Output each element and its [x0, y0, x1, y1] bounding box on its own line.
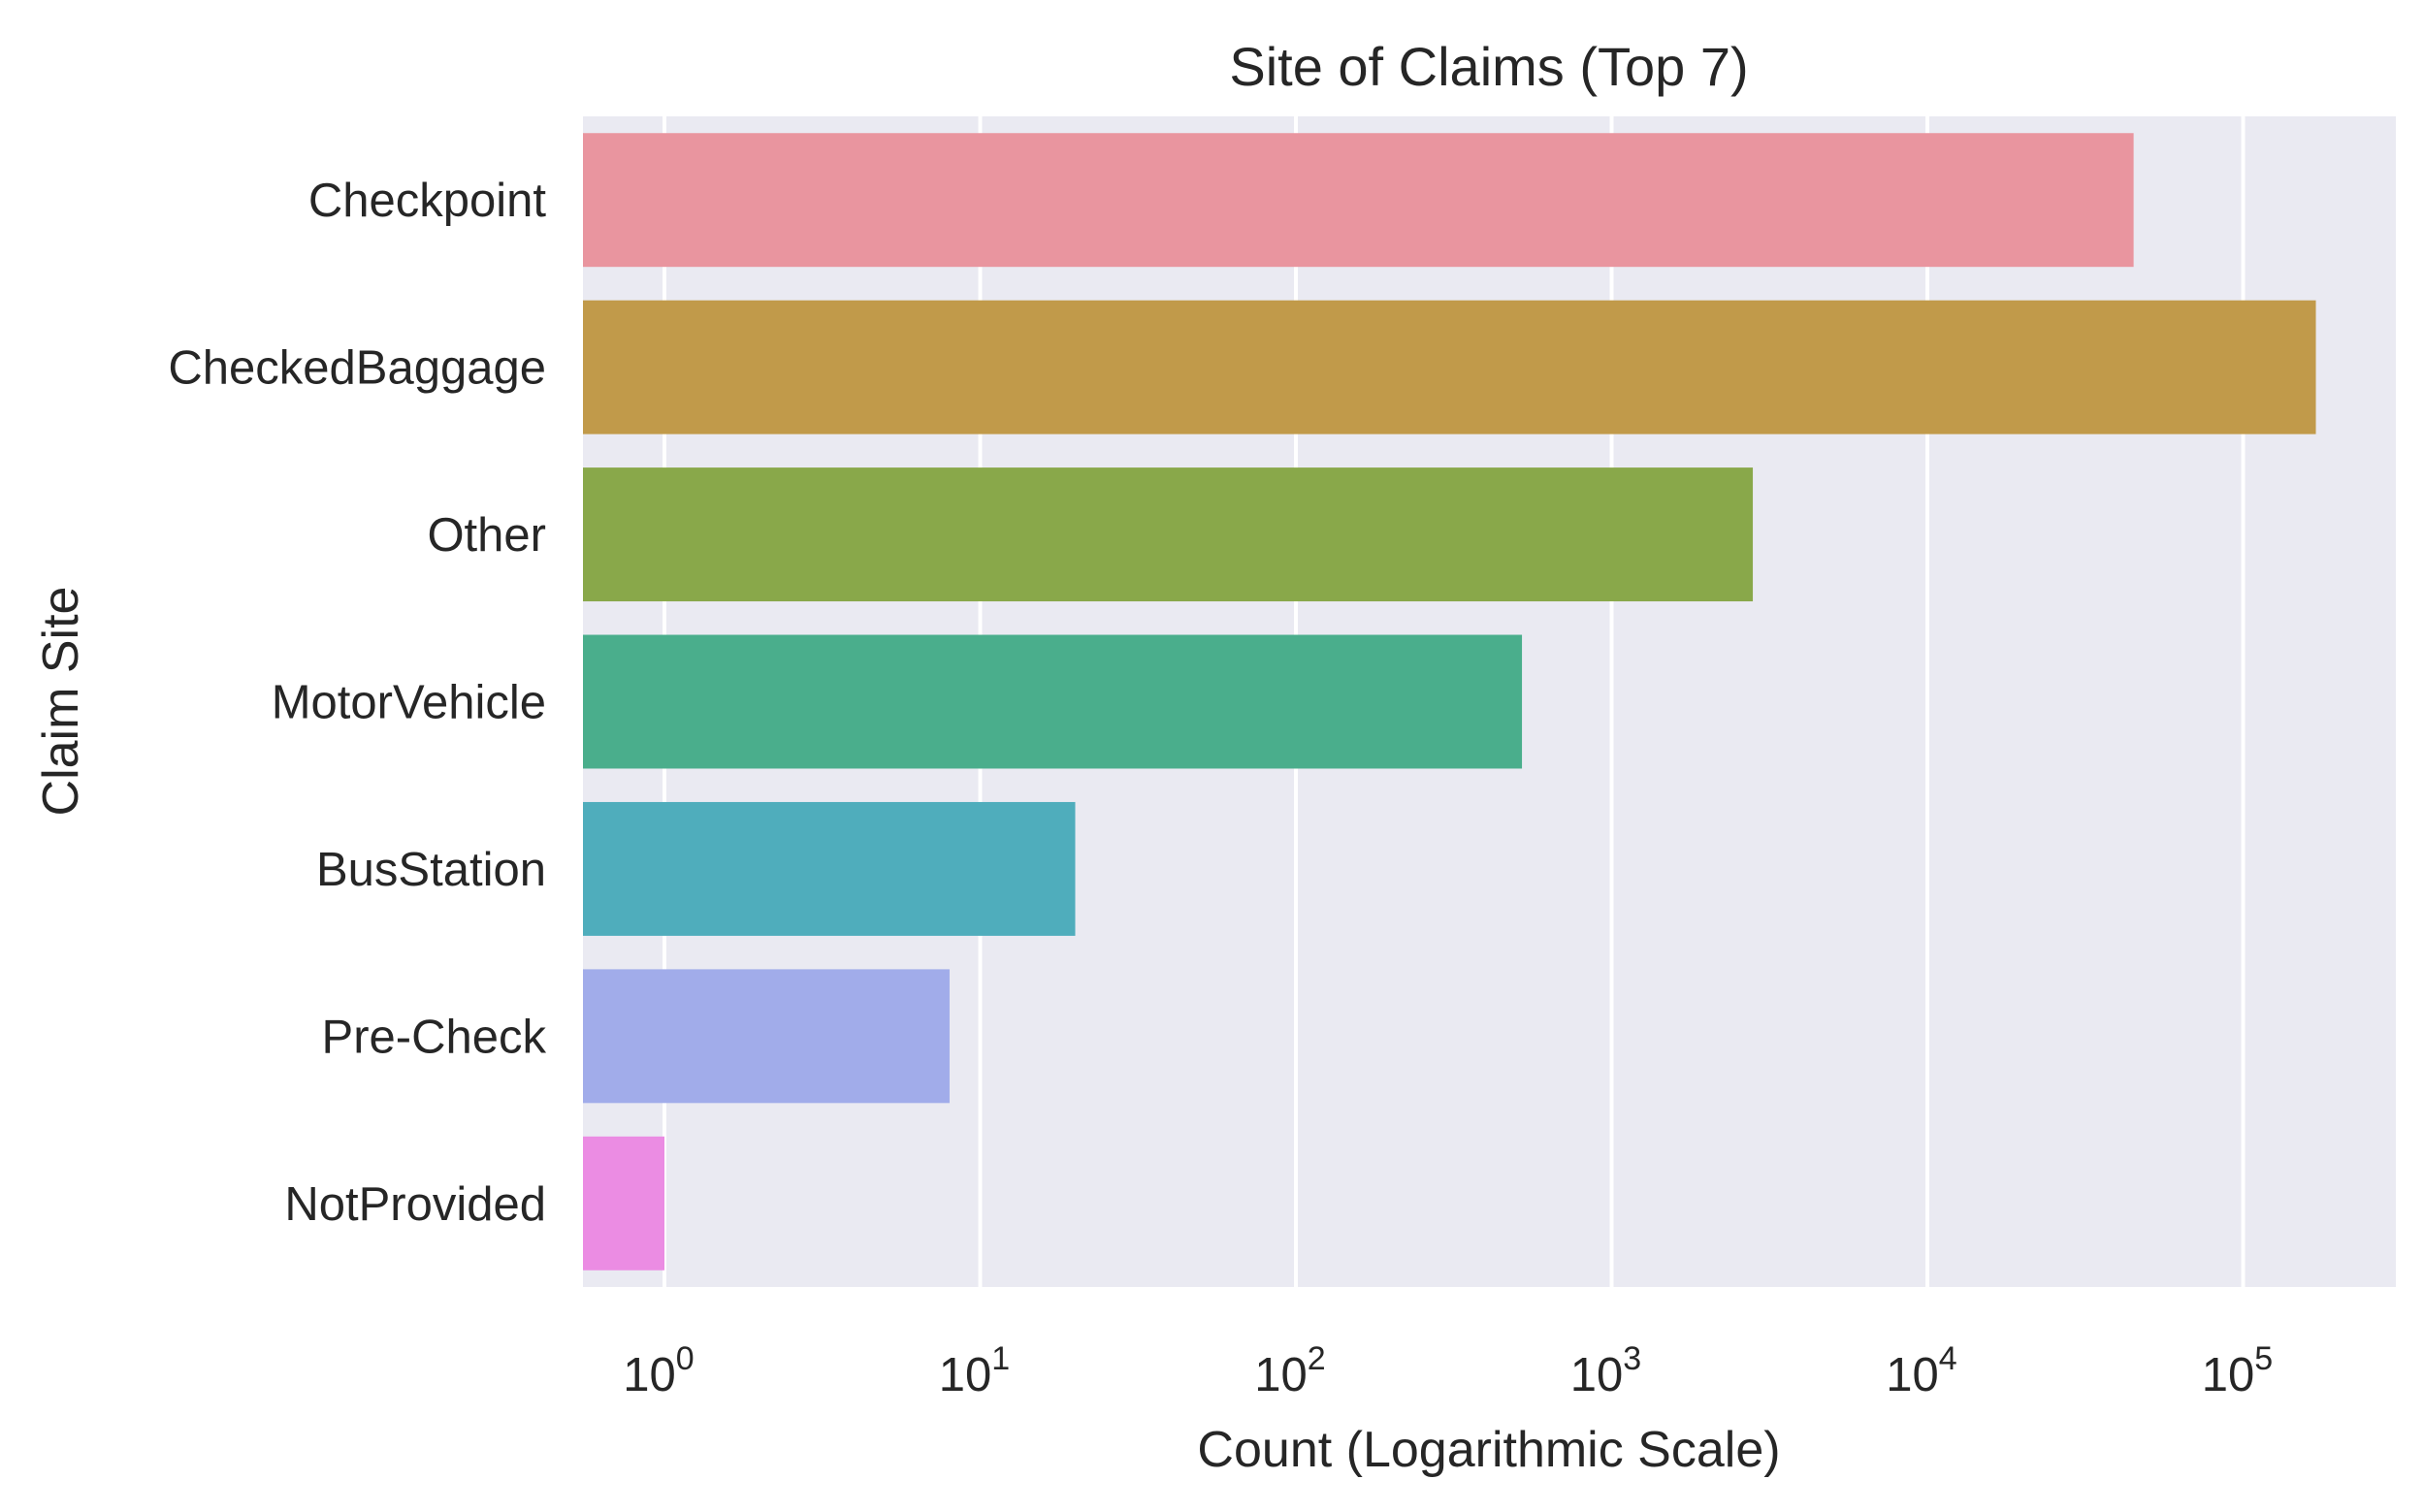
bar-other: [583, 467, 1754, 602]
x-tick-exponent: 3: [1623, 1340, 1641, 1377]
x-tick-base: 10: [1254, 1349, 1308, 1401]
x-tick-exponent: 2: [1308, 1340, 1326, 1377]
y-axis-label: Claim Site: [33, 587, 89, 817]
x-tick-exponent: 5: [2254, 1340, 2273, 1377]
x-axis-label: Count (Logarithmic Scale): [1197, 1422, 1780, 1478]
x-tick-exponent: 0: [676, 1340, 695, 1377]
x-tick-base: 10: [2202, 1349, 2255, 1401]
x-tick-labels: 100 101 102 103 104 105: [623, 1340, 2273, 1401]
x-tick-base: 10: [1886, 1349, 1939, 1401]
bar-busstation: [583, 801, 1076, 936]
bar-checkpoint: [583, 133, 2134, 268]
bar-motorvehicle: [583, 634, 1523, 769]
y-tick-label: Other: [427, 509, 546, 562]
y-tick-label: Checkpoint: [308, 175, 547, 227]
bar-checkedbaggage: [583, 300, 2316, 434]
x-tick-label: 101: [939, 1340, 1010, 1401]
x-tick-label: 100: [623, 1340, 694, 1401]
x-tick-base: 10: [1570, 1349, 1624, 1401]
x-tick-exponent: 4: [1939, 1340, 1957, 1377]
x-tick-label: 102: [1254, 1340, 1325, 1401]
bar-pre-check: [583, 969, 950, 1104]
y-tick-label: NotProvided: [284, 1178, 546, 1231]
x-tick-label: 105: [2202, 1340, 2273, 1401]
y-tick-labels: Checkpoint CheckedBaggage Other MotorVehicl…: [168, 175, 546, 1231]
x-tick-base: 10: [623, 1349, 676, 1401]
x-tick-label: 104: [1886, 1340, 1956, 1401]
y-tick-label: BusStation: [316, 844, 546, 896]
bars: [583, 133, 2316, 1271]
x-tick-base: 10: [939, 1349, 992, 1401]
y-tick-label: Pre-Check: [322, 1011, 547, 1063]
x-tick-exponent: 1: [991, 1340, 1010, 1377]
chart-title: Site of Claims (Top 7): [1229, 36, 1748, 97]
y-tick-label: MotorVehicle: [272, 677, 546, 729]
bar-notprovided: [583, 1136, 664, 1271]
y-tick-label: CheckedBaggage: [168, 342, 546, 395]
x-tick-label: 103: [1570, 1340, 1641, 1401]
